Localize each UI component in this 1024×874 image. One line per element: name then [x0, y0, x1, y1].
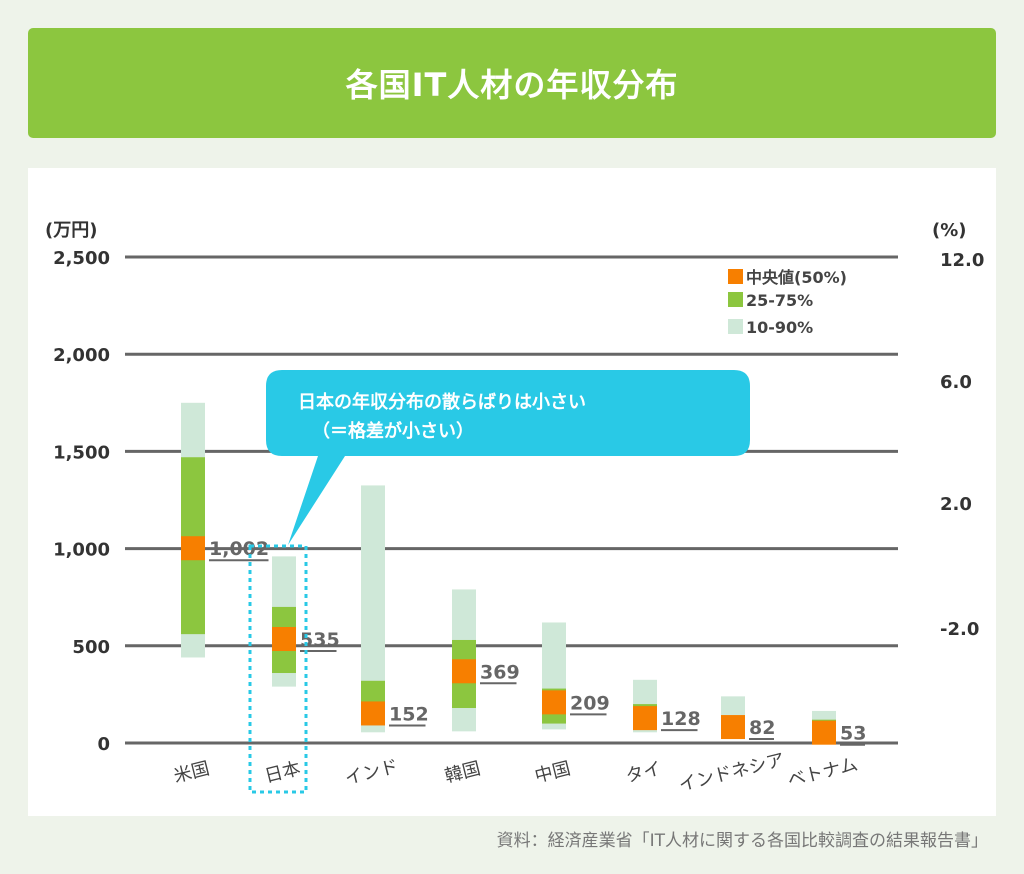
median-marker: [272, 626, 296, 651]
y-tick-label-left: 1,500: [53, 442, 110, 463]
x-category-label: インド: [343, 756, 400, 789]
median-marker: [633, 706, 657, 731]
median-marker: [452, 659, 476, 684]
y-tick-label-left: 2,000: [53, 345, 110, 366]
title-banner: 各国IT人材の年収分布: [28, 28, 996, 138]
median-value-label: 535: [300, 629, 340, 651]
median-marker: [542, 690, 566, 715]
median-value-label: 152: [389, 703, 429, 725]
median-value-label: 1,002: [209, 538, 269, 560]
median-value-label: 128: [661, 708, 701, 730]
callout-text-line1: 日本の年収分布の散らばりは小さい: [298, 391, 586, 413]
legend-swatch: [728, 269, 743, 284]
callout-text-line2: （＝格差が小さい）: [312, 420, 474, 442]
x-category-label: 韓国: [443, 758, 483, 787]
x-category-label: タイ: [624, 758, 664, 787]
x-category-label: 中国: [533, 758, 573, 787]
x-category-label: 米国: [172, 758, 212, 787]
japan-highlight-box: [248, 544, 308, 794]
x-category-label: インドネシア: [677, 749, 787, 796]
legend-label: 25-75%: [746, 291, 813, 310]
median-value-label: 53: [840, 723, 866, 745]
median-marker: [812, 720, 836, 745]
legend-label: 10-90%: [746, 318, 813, 337]
source-note: 資料：経済産業省「IT人材に関する各国比較調査の結果報告書」: [496, 831, 988, 851]
y-axis-unit-right: (%): [932, 220, 967, 241]
y-tick-label-left: 0: [97, 734, 110, 755]
y-tick-label-left: 1,000: [53, 540, 110, 561]
y-tick-label-left: 2,500: [53, 248, 110, 269]
legend-label: 中央値(50%): [746, 268, 847, 287]
x-category-label: 日本: [263, 758, 303, 787]
callout-bubble: [266, 370, 750, 545]
median-value-label: 209: [570, 692, 610, 714]
y-axis-unit-left: (万円): [45, 220, 97, 241]
x-category-label: ベトナム: [785, 754, 859, 792]
y-tick-label-right: 12.0: [940, 250, 984, 271]
legend-swatch: [728, 319, 743, 334]
median-value-label: 82: [749, 717, 775, 739]
median-marker: [361, 701, 385, 726]
y-tick-label-right: -2.0: [940, 619, 979, 640]
page-title: 各国IT人材の年収分布: [345, 66, 679, 104]
y-tick-label-right: 2.0: [940, 494, 972, 515]
median-marker: [721, 715, 745, 740]
median-value-label: 369: [480, 661, 520, 683]
legend-swatch: [728, 292, 743, 307]
y-tick-label-right: 6.0: [940, 372, 972, 393]
median-marker: [181, 536, 205, 561]
y-tick-label-left: 500: [72, 637, 110, 658]
